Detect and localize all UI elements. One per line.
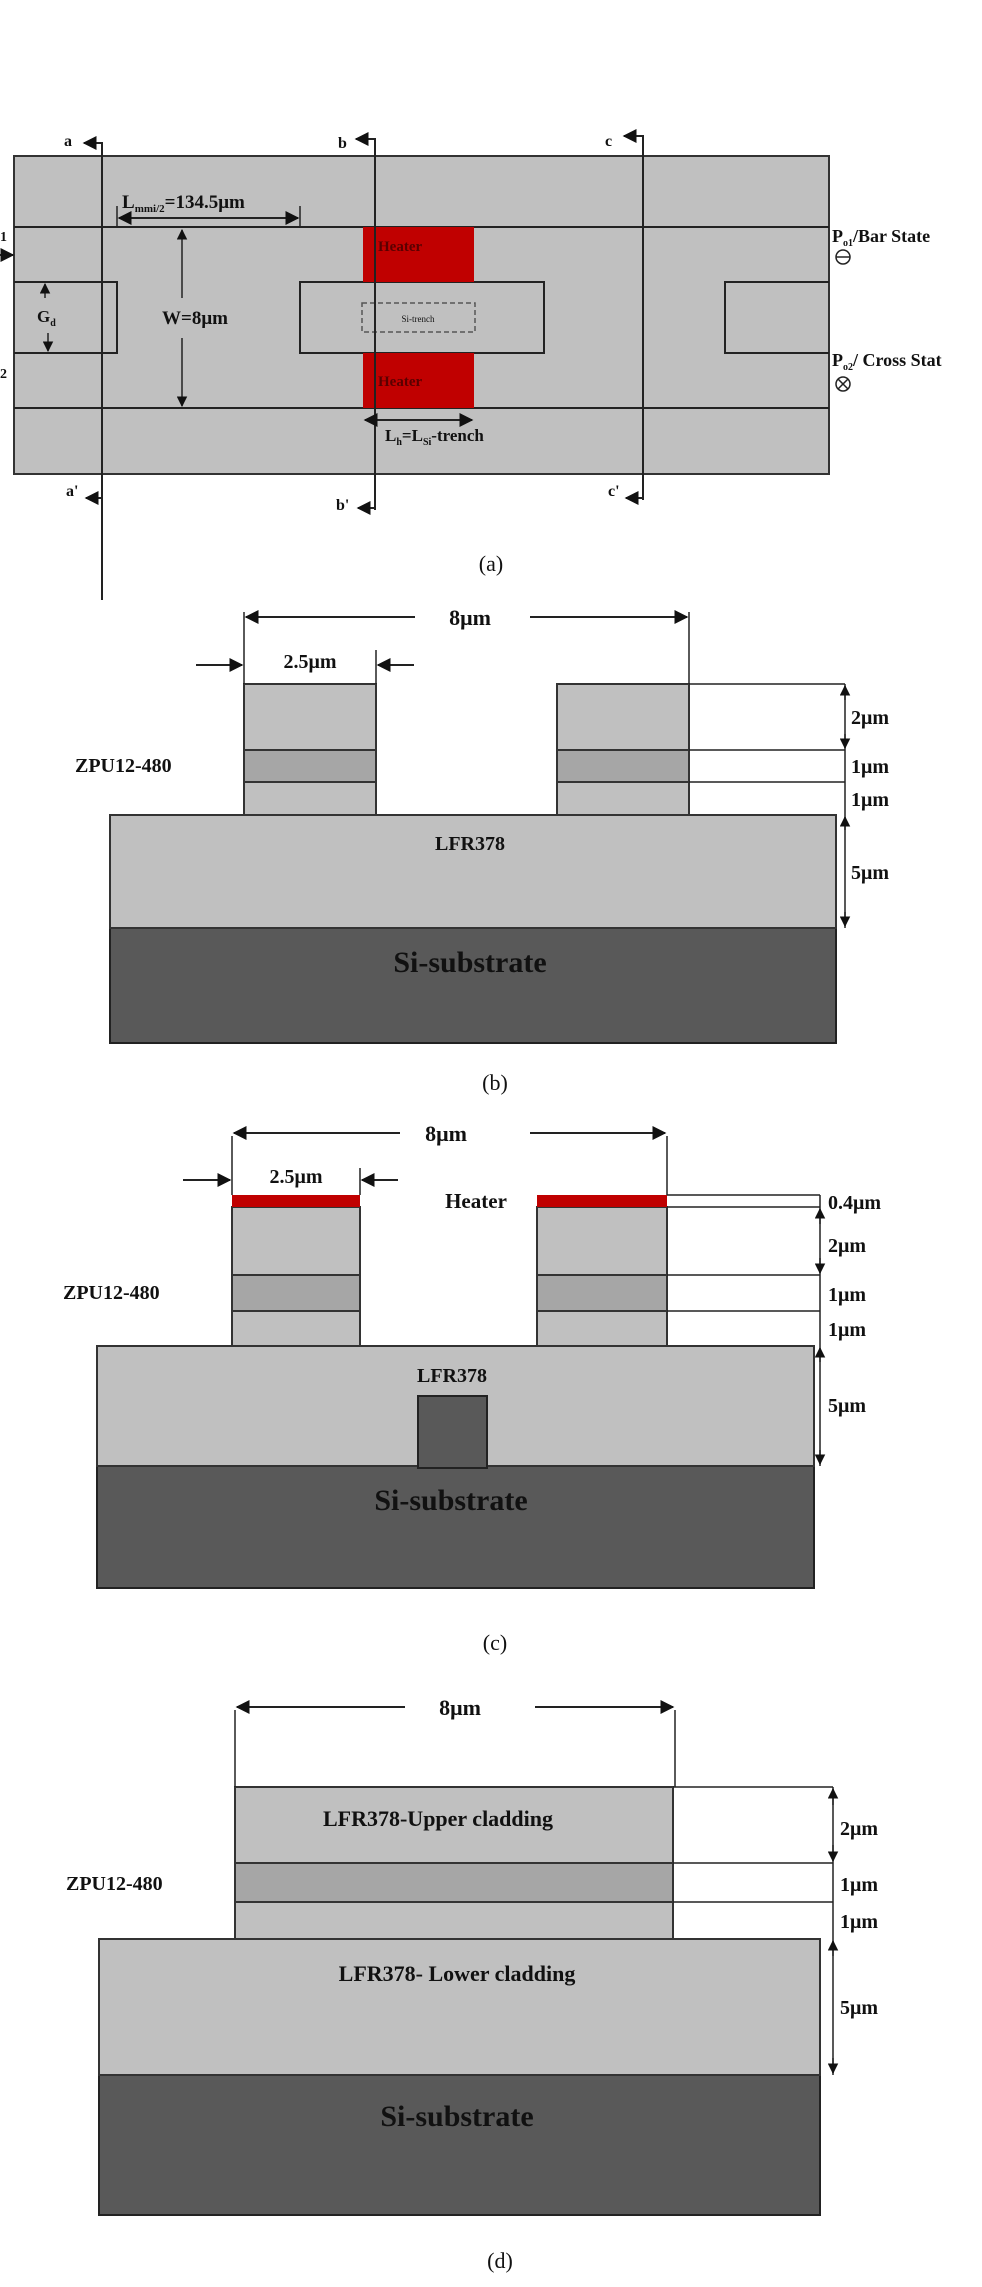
section-label-b: b	[338, 135, 347, 152]
width-label: W=8μm	[162, 308, 228, 329]
panel-a-top-view: Heater Heater Si-trench a b c a' b' c' L…	[0, 129, 942, 600]
cladding-label: LFR378	[417, 1365, 487, 1387]
dim-rib: 1μm	[851, 789, 889, 811]
substrate-label: Si-substrate	[380, 2100, 533, 2133]
section-line-b	[354, 132, 376, 510]
si-trench-label: Si-trench	[402, 314, 435, 324]
caption-a: (a)	[479, 551, 503, 576]
substrate-label: Si-substrate	[374, 1484, 527, 1517]
heater-label: Heater	[445, 1189, 507, 1213]
dim-rib: 1μm	[828, 1319, 866, 1341]
lmmi-label: Lmmi/2=134.5μm	[122, 192, 245, 215]
lower-cladding	[98, 1938, 821, 2076]
lower-cladding-label: LFR378- Lower cladding	[339, 1961, 576, 1986]
right-core	[536, 1274, 668, 1312]
width-label: 8μm	[425, 1121, 467, 1146]
dim-upper-cladding: 2μm	[840, 1818, 878, 1840]
right-core	[556, 749, 690, 783]
si-substrate	[109, 927, 837, 1044]
input-stub	[14, 281, 118, 354]
dim-core: 1μm	[828, 1284, 866, 1306]
caption-b: (b)	[482, 1070, 508, 1095]
width-label: 8μm	[439, 1695, 481, 1720]
heater-bottom-label: Heater	[378, 374, 422, 390]
circle-minus-icon	[835, 249, 851, 265]
section-label-c-prime: c'	[608, 483, 620, 500]
si-trench-pillar	[417, 1395, 488, 1469]
input-port-2-label: 2	[0, 367, 7, 382]
caption-c: (c)	[483, 1630, 507, 1655]
width-label: 8μm	[449, 605, 491, 630]
dim-lower-cladding: 5μm	[828, 1395, 866, 1417]
output-port-1-label: Po1/Bar State	[832, 226, 930, 249]
section-label-a-prime: a'	[66, 483, 78, 500]
output-stub	[724, 281, 829, 354]
caption-d: (d)	[487, 2248, 513, 2273]
heater-top-pad	[363, 227, 474, 282]
si-trench-outline	[361, 302, 476, 333]
dim-heater: 0.4μm	[828, 1192, 881, 1214]
section-label-c: c	[605, 133, 612, 150]
rib-width-label: 2.5μm	[270, 1166, 323, 1188]
panel-c-cross-section: Heater 8μm 2.5μm 0.4μm 2μm 1μm 1μm 5μm Z…	[63, 1121, 881, 1655]
gap-label: Gd	[37, 307, 56, 329]
dim-rib: 1μm	[840, 1911, 878, 1933]
panel-b-cross-section: 8μm 2.5μm 2μm 1μm 1μm 5μm ZPU12-480 LFR3…	[75, 605, 889, 1095]
dim-core: 1μm	[851, 756, 889, 778]
dim-upper-cladding: 2μm	[851, 707, 889, 729]
core	[234, 1862, 674, 1903]
rib-width-label: 2.5μm	[284, 651, 337, 673]
core-label: ZPU12-480	[63, 1282, 160, 1304]
right-heater	[537, 1195, 667, 1207]
section-label-b-prime: b'	[336, 497, 349, 514]
heater-bottom-pad	[363, 353, 474, 408]
section-label-a: a	[64, 133, 72, 150]
lh-label: Lh=LSi-trench	[385, 426, 484, 448]
cladding-label: LFR378	[435, 833, 505, 855]
dim-lower-cladding: 5μm	[851, 862, 889, 884]
core-label: ZPU12-480	[75, 755, 172, 777]
input-port-1-label: 1	[0, 230, 7, 245]
section-line-a	[82, 136, 103, 600]
dim-upper-cladding: 2μm	[828, 1235, 866, 1257]
circle-times-icon	[835, 376, 851, 392]
panel-d-cross-section: 8μm 2μm 1μm 1μm 5μm LFR378-Upper claddin…	[66, 1695, 878, 2273]
dim-core: 1μm	[840, 1874, 878, 1896]
left-core	[243, 749, 377, 783]
upper-cladding-label: LFR378-Upper cladding	[323, 1806, 553, 1831]
dim-lower-cladding: 5μm	[840, 1997, 878, 2019]
lower-cladding	[109, 814, 837, 929]
si-substrate	[98, 2074, 821, 2216]
si-substrate	[96, 1465, 815, 1589]
left-core	[231, 1274, 361, 1312]
core-label: ZPU12-480	[66, 1873, 163, 1895]
heater-top-label: Heater	[378, 239, 422, 255]
left-heater	[232, 1195, 360, 1207]
section-line-c	[622, 129, 644, 500]
output-port-2-label: Po2/ Cross Stat	[832, 350, 942, 373]
substrate-label: Si-substrate	[393, 946, 546, 979]
